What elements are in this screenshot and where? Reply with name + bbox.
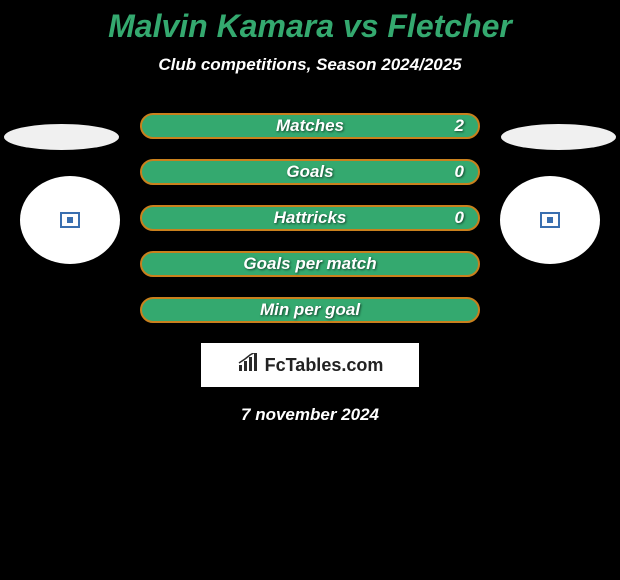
team-right-badge-inner (547, 217, 553, 223)
stat-row: Matches 2 (140, 113, 480, 139)
chart-icon (237, 353, 261, 378)
team-left-badge (60, 212, 80, 228)
stat-row: Goals per match (140, 251, 480, 277)
stat-label: Goals per match (243, 254, 376, 274)
comparison-subtitle: Club competitions, Season 2024/2025 (0, 55, 620, 75)
date-label: 7 november 2024 (0, 405, 620, 425)
stat-label: Hattricks (274, 208, 347, 228)
stats-container: Matches 2 Goals 0 Hattricks 0 Goals per … (140, 113, 480, 323)
stat-row: Goals 0 (140, 159, 480, 185)
team-right-circle (500, 176, 600, 264)
stat-label: Min per goal (260, 300, 360, 320)
comparison-title: Malvin Kamara vs Fletcher (0, 0, 620, 45)
stat-label: Matches (276, 116, 344, 136)
stat-right-value: 0 (455, 162, 464, 182)
brand-box: FcTables.com (201, 343, 419, 387)
team-right-badge (540, 212, 560, 228)
stat-row: Min per goal (140, 297, 480, 323)
player-right-ellipse (501, 124, 616, 150)
stat-row: Hattricks 0 (140, 205, 480, 231)
stat-label: Goals (286, 162, 333, 182)
stat-right-value: 0 (455, 208, 464, 228)
player-left-ellipse (4, 124, 119, 150)
brand-text: FcTables.com (265, 355, 384, 376)
team-left-circle (20, 176, 120, 264)
team-left-badge-inner (67, 217, 73, 223)
stat-right-value: 2 (455, 116, 464, 136)
